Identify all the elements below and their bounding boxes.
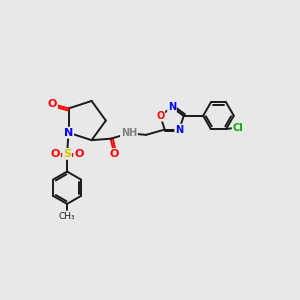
Text: O: O	[51, 149, 60, 159]
Text: N: N	[175, 124, 183, 135]
Text: N: N	[168, 102, 176, 112]
Text: O: O	[48, 99, 57, 109]
Text: O: O	[74, 149, 83, 159]
Text: Cl: Cl	[232, 122, 243, 133]
Text: CH₃: CH₃	[59, 212, 75, 221]
Text: O: O	[110, 149, 119, 159]
Text: O: O	[156, 111, 164, 121]
Text: S: S	[63, 149, 71, 159]
Text: N: N	[64, 128, 73, 138]
Text: NH: NH	[121, 128, 137, 138]
